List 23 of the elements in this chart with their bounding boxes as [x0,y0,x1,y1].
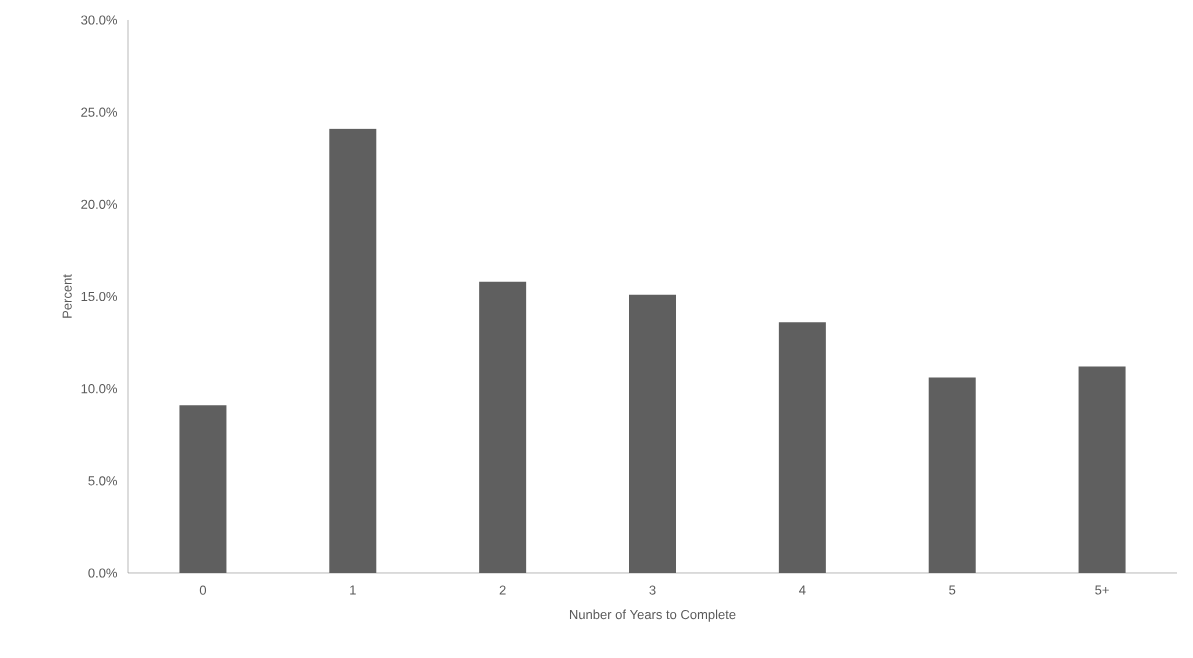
bar [179,405,227,573]
y-tick-label: 0.0% [88,568,118,578]
y-tick-label: 15.0% [81,291,118,302]
bar [629,294,677,573]
bar [329,128,377,573]
y-tick-label: 30.0% [81,15,118,25]
x-tick-label: 4 [799,585,806,595]
y-tick-label: 10.0% [81,384,118,394]
y-tick-label: 20.0% [81,199,118,209]
x-tick-label: 0 [199,585,207,595]
x-tick-label: 2 [499,585,506,595]
y-axis-title: Percent [62,274,72,318]
x-axis-title: Nunber of Years to Complete [569,609,736,622]
x-tick-label: 5+ [1095,585,1109,595]
bar [778,322,826,573]
bar [479,281,527,573]
x-tick-label: 3 [649,585,656,595]
y-tick-label: 25.0% [81,107,118,117]
bar [1078,366,1126,573]
y-tick-label: 5.0% [88,476,118,486]
x-tick-label: 1 [350,585,356,595]
x-tick-label: 5 [949,585,956,595]
bar [928,377,976,573]
